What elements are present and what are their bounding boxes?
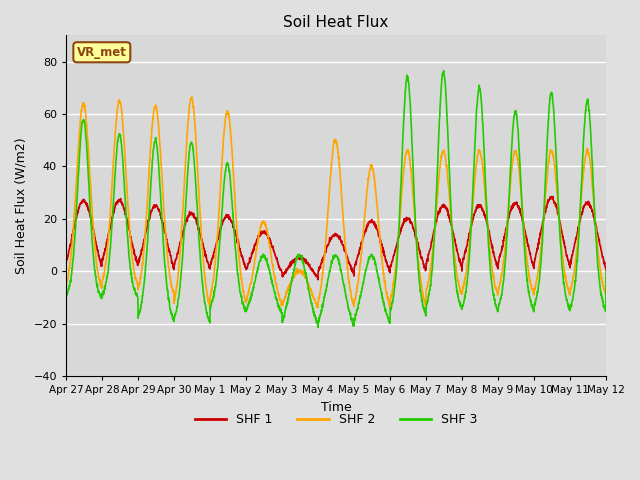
SHF 3 <box>555 210 563 216</box>
Legend: SHF 1, SHF 2, SHF 3: SHF 1, SHF 2, SHF 3 <box>189 408 483 431</box>
SHF 2 <box>555 212 563 217</box>
SHF 1 <box>548 193 556 199</box>
SHF 3 <box>493 307 501 312</box>
SHF 2 <box>493 290 501 296</box>
SHF 3 <box>62 295 70 301</box>
SHF 1 <box>493 264 501 269</box>
SHF 2 <box>62 284 70 289</box>
SHF 2 <box>602 268 610 274</box>
SHF 2 <box>386 306 394 312</box>
SHF 1 <box>364 224 371 229</box>
SHF 3 <box>213 273 221 279</box>
Line: SHF 3: SHF 3 <box>66 71 606 327</box>
SHF 1 <box>62 258 70 264</box>
SHF 1 <box>570 245 578 251</box>
SHF 1 <box>602 268 610 274</box>
SHF 1 <box>314 277 322 283</box>
Title: Soil Heat Flux: Soil Heat Flux <box>284 15 388 30</box>
Text: VR_met: VR_met <box>77 46 127 59</box>
SHF 2 <box>188 94 196 100</box>
SHF 3 <box>364 261 371 267</box>
SHF 2 <box>213 240 221 246</box>
SHF 1 <box>555 213 563 218</box>
SHF 1 <box>213 240 221 246</box>
SHF 3 <box>314 324 322 330</box>
SHF 3 <box>440 68 447 73</box>
Line: SHF 2: SHF 2 <box>66 97 606 309</box>
SHF 2 <box>570 272 578 278</box>
SHF 2 <box>352 294 360 300</box>
SHF 2 <box>364 184 371 190</box>
Y-axis label: Soil Heat Flux (W/m2): Soil Heat Flux (W/m2) <box>15 137 28 274</box>
SHF 3 <box>570 289 578 295</box>
SHF 3 <box>602 268 610 274</box>
SHF 3 <box>352 313 360 319</box>
SHF 1 <box>352 259 360 265</box>
Line: SHF 1: SHF 1 <box>66 196 606 280</box>
X-axis label: Time: Time <box>321 400 351 413</box>
